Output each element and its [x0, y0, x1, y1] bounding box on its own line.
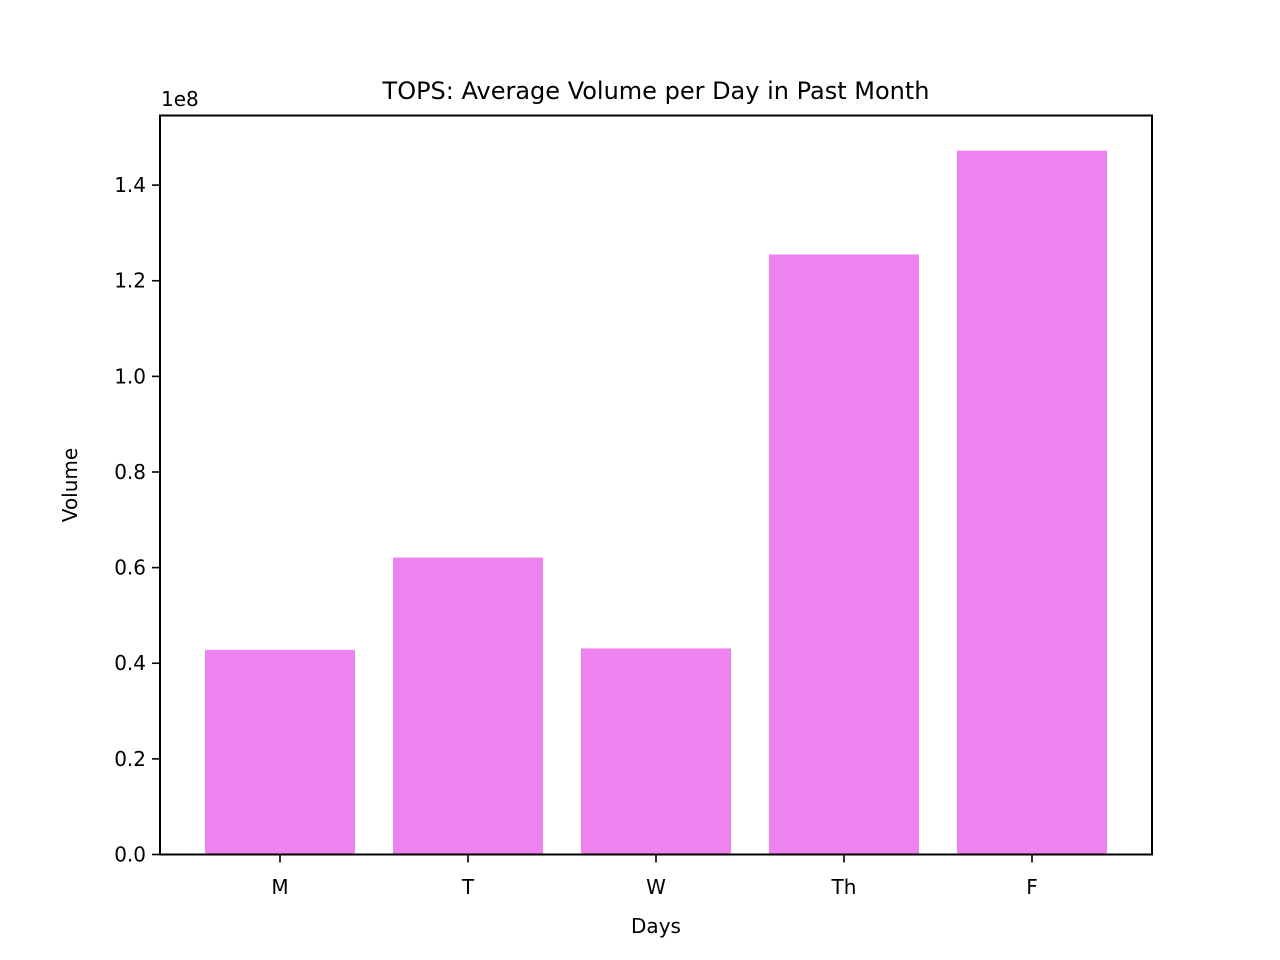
y-tick-label: 1.0: [114, 364, 146, 388]
y-tick-label: 0.4: [114, 651, 146, 675]
x-tick-label: Th: [831, 875, 857, 899]
bar-f: [957, 150, 1107, 855]
bar-t: [393, 557, 543, 855]
y-tick-label: 0.6: [114, 556, 146, 580]
y-ticks-group: 0.0 0.2 0.4 0.6 0.8 1.0 1.2 1.4: [114, 173, 160, 867]
y-tick-label: 1.2: [114, 269, 146, 293]
bar-w: [581, 648, 731, 855]
y-axis-label: Volume: [58, 448, 82, 522]
y-tick-label: 1.4: [114, 173, 146, 197]
x-tick-label: F: [1026, 875, 1038, 899]
y-tick-label: 0.0: [114, 843, 146, 867]
x-tick-label: M: [271, 875, 288, 899]
y-tick-label: 0.2: [114, 747, 146, 771]
chart-title: TOPS: Average Volume per Day in Past Mon…: [382, 77, 930, 105]
bar-th: [769, 254, 919, 855]
bars-group: [205, 150, 1107, 855]
x-ticks-group: M T W Th F: [271, 854, 1038, 899]
x-tick-label: T: [461, 875, 475, 899]
y-tick-label: 0.8: [114, 460, 146, 484]
plot-frame: [159, 114, 1153, 856]
bar-m: [205, 649, 355, 855]
x-tick-label: W: [646, 875, 666, 899]
x-axis-label: Days: [631, 914, 681, 938]
y-axis-offset-label: 1e8: [161, 87, 199, 111]
